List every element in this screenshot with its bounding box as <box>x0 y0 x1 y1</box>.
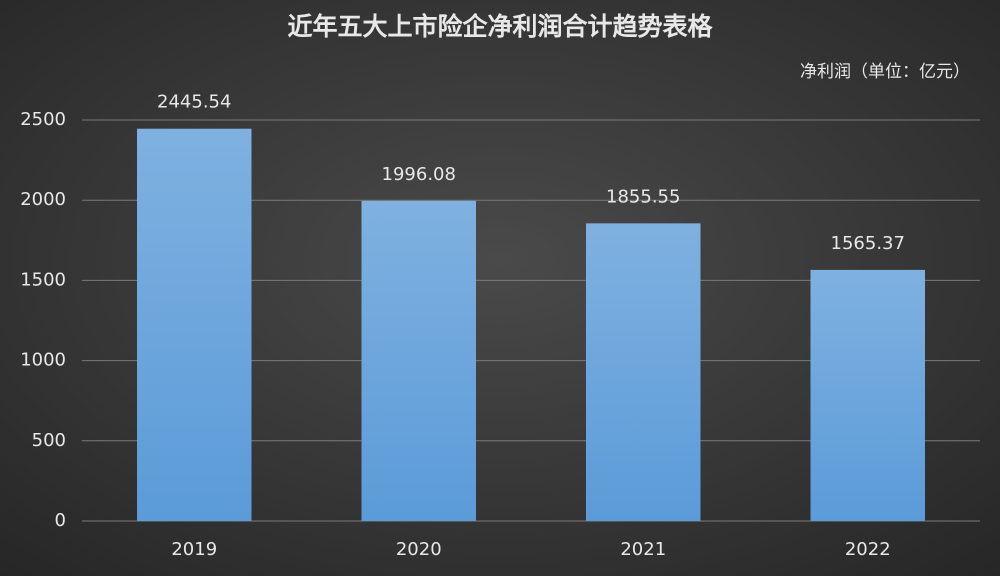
chart-title: 近年五大上市险企净利润合计趋势表格 <box>287 12 713 41</box>
y-tick-label: 2000 <box>20 189 66 210</box>
value-label: 1996.08 <box>382 164 456 185</box>
bar <box>586 223 701 521</box>
value-label: 1565.37 <box>831 233 905 254</box>
value-label: 1855.55 <box>606 186 680 207</box>
y-tick-label: 2500 <box>20 109 66 130</box>
x-tick-label: 2022 <box>845 539 891 560</box>
x-tick-label: 2019 <box>171 539 217 560</box>
chart-subtitle: 净利润（单位：亿元） <box>800 62 970 82</box>
bar <box>137 128 252 521</box>
y-tick-label: 500 <box>32 430 66 451</box>
bar <box>361 200 476 521</box>
y-tick-label: 1500 <box>20 269 66 290</box>
y-tick-label: 0 <box>55 510 66 531</box>
y-tick-label: 1000 <box>20 350 66 371</box>
x-tick-label: 2020 <box>396 539 442 560</box>
x-tick-label: 2021 <box>620 539 666 560</box>
bar <box>810 269 925 521</box>
value-label: 2445.54 <box>157 92 231 113</box>
